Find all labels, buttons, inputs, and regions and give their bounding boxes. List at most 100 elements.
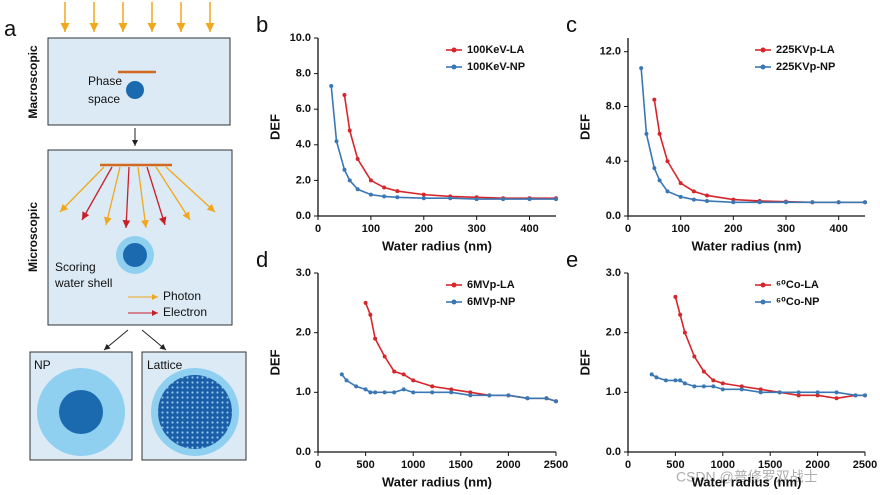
y-tick-label: 10.0	[290, 32, 311, 44]
data-point	[652, 166, 657, 171]
legend-label: 225KVp-LA	[776, 44, 835, 56]
macro-label: Macroscopic	[26, 45, 40, 119]
data-point	[347, 178, 352, 183]
line-chart: b 0.0 2.0 4.0 6.0 8.0 10.0 0 100 200 300 400 Water r…	[256, 12, 558, 253]
data-point	[329, 84, 334, 89]
data-point	[344, 378, 349, 383]
line-chart: c 0.0 4.0 8.0 12.0 0 100 200 300 400 Water radius …	[566, 12, 867, 253]
data-point	[758, 387, 763, 392]
x-tick-label: 0	[315, 223, 321, 235]
x-tick-label: 2500	[853, 459, 877, 471]
data-point	[652, 97, 657, 102]
data-point	[796, 390, 801, 395]
x-tick-label: 300	[777, 223, 795, 235]
data-point	[382, 185, 387, 190]
data-point	[784, 200, 788, 205]
data-point	[339, 372, 344, 377]
legend-marker	[451, 47, 457, 53]
data-point	[544, 396, 549, 401]
panel-label: c	[566, 12, 577, 37]
data-point	[487, 393, 492, 398]
lattice-text: Lattice	[147, 358, 183, 372]
x-tick-label: 1500	[449, 459, 473, 471]
data-point	[468, 393, 473, 398]
data-point	[639, 66, 644, 71]
series-line	[640, 68, 865, 204]
series-line	[653, 99, 865, 204]
y-tick-label: 2.0	[296, 327, 311, 339]
data-point	[678, 378, 683, 383]
y-tick-label: 3.0	[296, 267, 311, 279]
x-tick-label: 2500	[544, 459, 568, 471]
data-point	[342, 92, 347, 97]
data-point	[355, 187, 360, 192]
x-tick-label: 2000	[496, 459, 520, 471]
y-axis-title: DEF	[267, 114, 282, 140]
y-tick-label: 2.0	[296, 174, 311, 186]
legend-label: 6MVp-LA	[467, 279, 515, 291]
data-point	[373, 390, 378, 395]
series-line	[341, 373, 557, 403]
data-point	[411, 390, 416, 395]
y-axis-title: DEF	[577, 349, 592, 375]
data-point	[836, 200, 841, 205]
data-point	[554, 197, 558, 202]
legend-marker	[760, 299, 766, 305]
series-line	[364, 302, 557, 403]
data-point	[739, 384, 744, 389]
data-point	[777, 390, 782, 395]
data-point	[665, 189, 670, 194]
x-axis-title: Water radius (nm)	[382, 238, 492, 253]
data-point	[758, 390, 763, 395]
x-tick-label: 1500	[758, 459, 782, 471]
y-tick-label: 1.0	[296, 386, 311, 398]
data-point	[342, 167, 347, 172]
x-tick-label: 0	[625, 223, 631, 235]
x-tick-label: 100	[362, 223, 380, 235]
photon-text: Photon	[163, 289, 201, 303]
y-tick-label: 4.0	[296, 139, 311, 151]
data-point	[815, 390, 820, 395]
data-point	[506, 393, 511, 398]
space-text: space	[88, 92, 120, 106]
data-point	[834, 390, 839, 395]
data-point	[448, 196, 453, 201]
data-point	[347, 128, 352, 133]
data-point	[401, 387, 406, 392]
data-point	[705, 198, 709, 203]
data-point	[525, 396, 530, 401]
data-point	[682, 330, 687, 335]
rays	[59, 166, 216, 229]
x-axis-title: Water radius (nm)	[691, 474, 801, 489]
data-point	[449, 390, 454, 395]
data-point	[355, 157, 360, 162]
legend-marker	[760, 47, 766, 53]
data-point	[701, 369, 706, 374]
legend-label: 100KeV-NP	[467, 61, 525, 73]
data-point	[815, 393, 820, 398]
arrow	[103, 329, 129, 351]
macro-box	[47, 37, 231, 126]
data-point	[796, 393, 801, 398]
x-tick-label: 200	[415, 223, 433, 235]
data-point	[678, 194, 683, 199]
data-point	[363, 387, 368, 392]
legend-label: 6MVp-NP	[467, 296, 515, 308]
data-point	[711, 384, 716, 389]
data-point	[673, 378, 678, 383]
source-sphere	[126, 81, 144, 99]
line-chart: d 0.0 1.0 2.0 3.0 0 500 1000 1500 2000 2500 Water r…	[256, 247, 568, 490]
data-point	[382, 354, 387, 359]
water-shell-text: water shell	[54, 276, 112, 290]
data-point	[678, 312, 683, 317]
data-point	[395, 189, 400, 194]
legend-label: ⁶⁰Co-NP	[776, 296, 820, 308]
data-point	[673, 294, 678, 299]
y-tick-label: 8.0	[296, 68, 311, 80]
data-point	[720, 387, 725, 392]
schematic: a Phase space Macroscopic Scoring water …	[4, 2, 247, 461]
panel-label: d	[256, 247, 268, 272]
legend-label: ⁶⁰Co-LA	[776, 279, 819, 291]
data-point	[644, 131, 649, 136]
y-tick-label: 2.0	[606, 327, 621, 339]
